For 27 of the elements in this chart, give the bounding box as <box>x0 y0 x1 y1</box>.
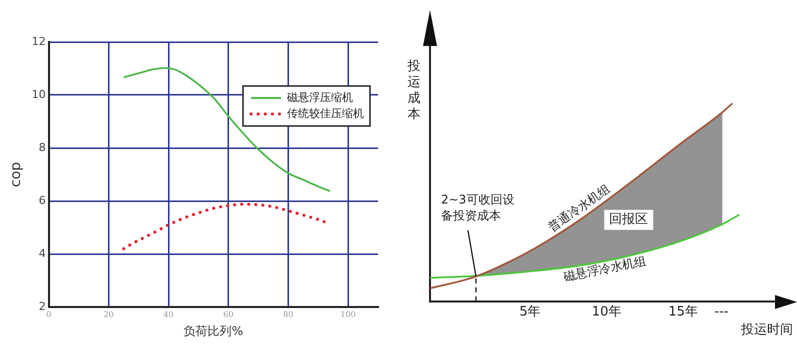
x-tick-label: 80 <box>283 310 294 319</box>
y-axis-title: 投运成本 <box>406 58 420 122</box>
y-tick-label: 6 <box>38 194 46 207</box>
line-series <box>122 202 326 250</box>
text: 磁悬浮冷水机组 <box>561 254 648 284</box>
x-axis-title: 负荷比列% <box>184 324 244 338</box>
y-tick-label: 8 <box>38 140 46 154</box>
y-axis-title: cop <box>8 162 24 188</box>
x-tick-label: 40 <box>163 310 174 319</box>
x-tick-label: 20 <box>104 310 114 319</box>
y-tick-label: 10 <box>32 88 46 101</box>
x-tick-label: 100 <box>340 310 356 319</box>
x-tick-label: 10年 <box>592 304 622 320</box>
line-series <box>122 67 332 192</box>
y-tick-label: 4 <box>38 246 46 260</box>
x-tick-label: 5年 <box>519 304 541 320</box>
x-tick-label: --- <box>714 304 729 320</box>
x-tick-label: 60 <box>223 310 234 319</box>
annotation: 2~3可收回设备投资成本 <box>440 192 514 222</box>
x-axis-title: 投运时间 <box>740 322 793 338</box>
y-tick-label: 2 <box>38 300 46 313</box>
annotation: 回报区 <box>609 212 648 228</box>
x-tick-label: 15年 <box>668 304 698 320</box>
y-tick-label: 12 <box>32 34 46 48</box>
x-tick-label: 0 <box>46 310 52 319</box>
legend-label: 传统较佳压缩机 <box>287 106 364 120</box>
legend-label: 磁悬浮压缩机 <box>286 90 353 104</box>
